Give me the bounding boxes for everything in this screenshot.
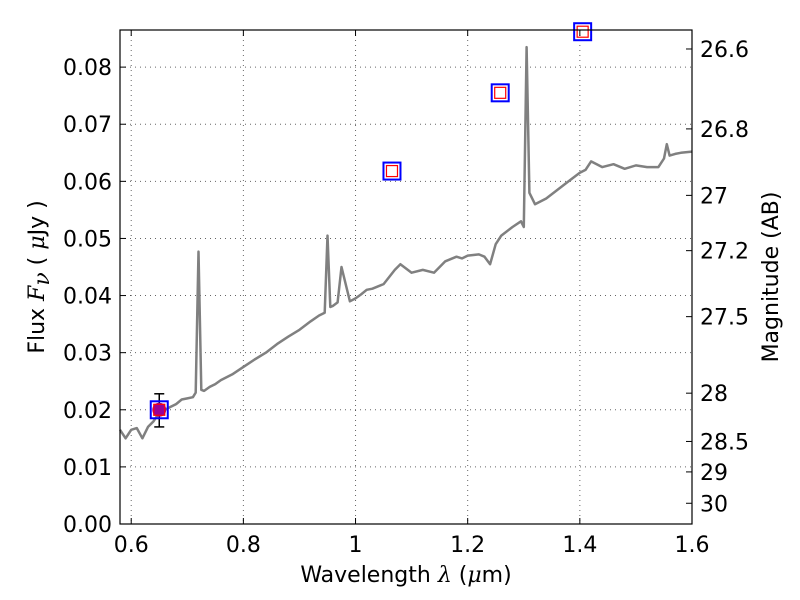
x-tick-label: 0.8 xyxy=(226,533,261,558)
y-tick-label: 0.07 xyxy=(63,113,112,138)
observed-point xyxy=(152,402,167,417)
grid-lines xyxy=(120,30,692,524)
y-tick-label: 0.08 xyxy=(63,56,112,81)
x-axis-label: Wavelength λ (μm) xyxy=(300,563,511,588)
y-tick-label: 0.05 xyxy=(63,227,112,252)
model-point-inner xyxy=(494,86,507,99)
y2-tick-label: 28 xyxy=(700,382,728,407)
ticks-layer: 0.6 0.8 1 1.2 1.4 1.6 0.00 0.01 0.02 0.03 0.04 0.05… xyxy=(63,30,749,558)
y2-tick-label: 26.6 xyxy=(700,38,749,63)
model-point-outer xyxy=(490,83,510,103)
y-axis-label: Flux Fν ( μJy ) xyxy=(25,200,55,353)
y-tick-label: 0.03 xyxy=(63,342,112,367)
y2-tick-label: 26.8 xyxy=(700,118,749,143)
y2-tick-label: 29 xyxy=(700,461,728,486)
y-tick-label: 0.01 xyxy=(63,456,112,481)
model-point-outer xyxy=(149,400,169,420)
x-tick-label: 1 xyxy=(349,533,363,558)
spectrum-layer xyxy=(118,45,693,440)
y2-tick-label: 28.5 xyxy=(700,430,749,455)
x-tick-label: 0.6 xyxy=(114,533,149,558)
y2-tick-label: 27 xyxy=(700,184,728,209)
data-points-layer xyxy=(149,22,593,428)
y2-tick-label: 27.5 xyxy=(700,306,749,331)
model-point-inner xyxy=(576,25,589,38)
model-point-inner xyxy=(153,403,166,416)
y2-axis-label: Magnitude (AB) xyxy=(759,192,784,363)
y2-tick-label: 30 xyxy=(700,492,728,517)
y-tick-label: 0.02 xyxy=(63,399,112,424)
model-point-outer xyxy=(573,22,593,42)
x-tick-label: 1.6 xyxy=(675,533,710,558)
x-tick-label: 1.2 xyxy=(450,533,485,558)
model-point-inner xyxy=(385,164,399,178)
model-point-outer xyxy=(382,161,402,181)
spectrum-line xyxy=(118,45,693,440)
plot-frame xyxy=(119,29,693,525)
y-tick-label: 0.00 xyxy=(63,513,112,538)
x-tick-label: 1.4 xyxy=(562,533,597,558)
y-tick-label: 0.04 xyxy=(63,285,112,310)
y2-tick-label: 27.2 xyxy=(700,240,749,265)
y-tick-label: 0.06 xyxy=(63,170,112,195)
